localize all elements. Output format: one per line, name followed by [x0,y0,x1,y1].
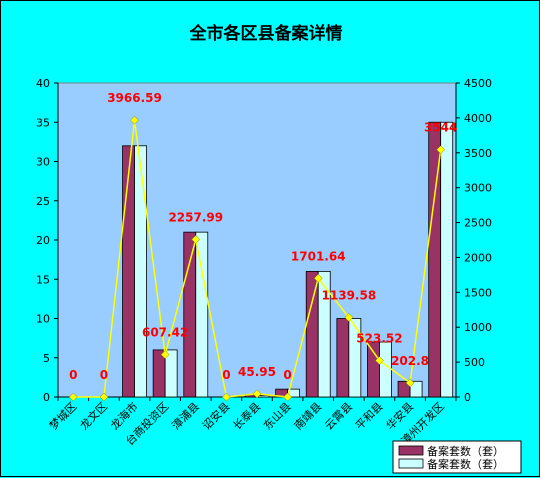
y-tick-label: 10 [36,313,50,326]
data-label: 0 [69,368,77,382]
bar-series-b [441,122,453,397]
data-label: 1139.58 [322,288,377,302]
data-label: 0 [100,368,108,382]
x-tick-label: 梦城区 [47,400,80,433]
bar-series-b [196,232,208,397]
data-label: 45.95 [238,365,276,379]
y2-tick-label: 4500 [464,77,492,90]
y-tick-label: 5 [43,352,50,365]
data-label: 0 [222,368,230,382]
bar-series-a [337,319,349,398]
y2-tick-label: 1500 [464,286,492,299]
legend-label: 备案套数（套） [427,444,504,458]
y-tick-label: 20 [36,234,50,247]
chart-title: 全市各区县备案详情 [189,23,343,44]
data-label: 3966.59 [107,91,162,105]
data-label: 523.52 [356,331,402,345]
legend-label: 备案套数（套） [427,457,504,471]
x-tick-label: 诏安县 [199,399,232,432]
data-label: 202.8 [391,354,429,368]
x-tick-label: 南靖县 [292,400,325,433]
x-tick-label: 东山县 [261,400,294,433]
bar-series-a [184,232,196,397]
y-tick-label: 25 [36,195,50,208]
y-tick-label: 30 [36,156,50,169]
legend-swatch [399,446,423,455]
bar-series-a [306,271,318,397]
plot-area-group: 0 5 10 15 20 25 30 35 40 0 500 1000 1500 2000 2500 3000… [36,77,492,448]
y2-tick-label: 2500 [464,217,492,230]
y-tick-label: 0 [43,391,50,404]
y-tick-label: 40 [36,77,50,90]
bar-series-a [367,342,379,397]
y-tick-label: 15 [36,273,50,286]
bar-series-b [135,146,147,397]
x-tick-label: 漳浦县 [169,399,202,432]
data-label: 3544 [424,121,457,135]
y-tick-label: 35 [36,116,50,129]
bar-series-b [379,342,391,397]
data-label: 607.42 [142,326,188,340]
data-label: 2257.99 [168,210,223,224]
y2-tick-label: 3000 [464,182,492,195]
y2-tick-label: 500 [464,356,485,369]
bar-series-b [349,319,361,398]
plot-area [58,83,456,397]
data-label: 1701.64 [291,249,346,263]
legend: 备案套数（套）备案套数（套） [393,441,521,473]
y2-tick-label: 4000 [464,112,492,125]
bar-series-a [123,146,135,397]
y2-tick-label: 0 [464,391,471,404]
y2-tick-label: 3500 [464,147,492,160]
x-tick-label: 长泰县 [230,399,263,432]
legend-swatch [399,459,423,468]
x-tick-label: 平和县 [353,400,386,433]
x-tick-label: 龙文区 [77,399,110,432]
x-tick-label: 云霄县 [322,400,355,433]
data-label: 0 [283,368,291,382]
y2-tick-label: 2000 [464,251,492,264]
y2-tick-label: 1000 [464,321,492,334]
